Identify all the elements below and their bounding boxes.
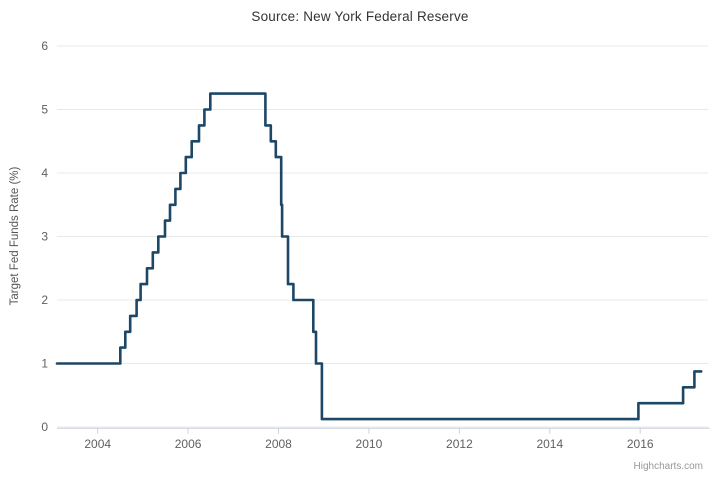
y-tick-label: 1 [41,357,48,371]
y-tick-label: 6 [41,39,48,53]
y-tick-label: 3 [41,230,48,244]
y-tick-label: 5 [41,103,48,117]
x-tick-label: 2014 [536,437,563,451]
x-tick-label: 2004 [84,437,111,451]
x-tick-label: 2008 [265,437,292,451]
y-tick-label: 2 [41,293,48,307]
x-tick-label: 2012 [446,437,473,451]
y-axis-title: Target Fed Funds Rate (%) [9,166,21,306]
chart-title: Source: New York Federal Reserve [251,9,469,24]
x-tick-label: 2010 [356,437,383,451]
y-tick-label: 4 [41,166,48,180]
series-line [55,92,703,421]
highcharts-credit-link[interactable]: Highcharts.com [633,461,703,472]
y-tick-label: 0 [41,420,48,434]
x-tick-label: 2006 [175,437,202,451]
x-tick-label: 2016 [627,437,654,451]
